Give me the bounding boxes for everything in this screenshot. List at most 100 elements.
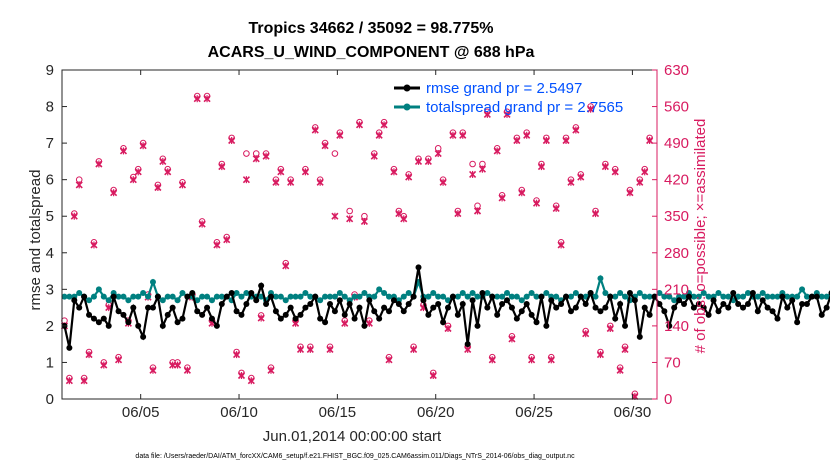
totalspread-point — [572, 289, 579, 296]
rmse-point — [705, 311, 712, 318]
rmse-point — [415, 264, 422, 271]
rmse-point — [277, 315, 284, 322]
rmse-point — [666, 322, 673, 329]
totalspread-point — [199, 293, 206, 300]
rmse-point — [228, 289, 235, 296]
totalspread-point — [326, 293, 333, 300]
rmse-point — [518, 308, 525, 315]
obs-assimilated-point — [311, 126, 319, 134]
obs-assimilated-point — [380, 121, 388, 129]
obs-assimilated-point — [159, 157, 167, 165]
totalspread-point — [464, 293, 471, 300]
totalspread-point — [715, 289, 722, 296]
totalspread-point — [66, 293, 73, 300]
rmse-point — [194, 308, 201, 315]
totalspread-point — [454, 293, 461, 300]
rmse-point — [71, 297, 78, 304]
y-left-tick-label: 3 — [46, 281, 54, 298]
totalspread-point — [641, 293, 648, 300]
totalspread-point — [474, 293, 481, 300]
rmse-point — [435, 300, 442, 307]
totalspread-point — [646, 293, 653, 300]
obs-assimilated-point — [410, 345, 418, 353]
rmse-point — [115, 308, 122, 315]
obs-assimilated-point — [183, 366, 191, 374]
rmse-point — [513, 315, 520, 322]
y-left-tick-label: 2 — [46, 318, 54, 335]
totalspread-point — [518, 297, 525, 304]
rmse-point — [154, 293, 161, 300]
totalspread-point — [794, 293, 801, 300]
obs-assimilated-point — [473, 207, 482, 215]
y-axis-right-label: # of obs: o=possible; ×=assimilated — [692, 119, 709, 354]
rmse-point — [617, 300, 624, 307]
rmse-point — [336, 297, 343, 304]
y-axis-left-ticks: 0 1 2 3 4 5 6 7 8 9 — [46, 62, 67, 408]
rmse-point — [764, 304, 771, 311]
rmse-point — [690, 304, 697, 311]
obs-assimilated-point — [321, 142, 329, 150]
totalspread-point — [602, 289, 609, 296]
totalspread-point — [440, 293, 447, 300]
totalspread-point — [666, 293, 673, 300]
rmse-point — [307, 300, 314, 307]
totalspread-point — [499, 293, 506, 300]
data-file-footnote: data file: /Users/raeder/DAI/ATM_forcXX/… — [135, 453, 575, 460]
rmse-point — [577, 293, 584, 300]
y-axis-right-ticks: 0 70 140 210 280 350 420 490 560 630 — [652, 62, 689, 408]
rmse-point — [582, 300, 589, 307]
totalspread-point — [430, 289, 437, 296]
rmse-point — [543, 322, 550, 329]
rmse-point — [179, 315, 186, 322]
rmse-point — [464, 341, 471, 348]
y-left-tick-label: 4 — [46, 245, 54, 262]
obs-assimilated-point — [341, 319, 349, 327]
rmse-point — [818, 311, 825, 318]
totalspread-point — [740, 293, 747, 300]
obs-assimilated-point — [154, 183, 162, 192]
obs-assimilated-point — [483, 110, 491, 118]
x-axis-label: Jun.01,2014 00:00:00 start — [263, 428, 442, 445]
totalspread-point — [233, 289, 240, 296]
rmse-point — [548, 297, 555, 304]
rmse-point — [263, 300, 270, 307]
obs-assimilated-point — [601, 163, 609, 171]
rmse-point — [287, 304, 294, 311]
obs-assimilated-point — [498, 194, 506, 202]
obs-assimilated-point — [306, 345, 314, 353]
rmse-point — [381, 304, 388, 311]
y-left-tick-label: 8 — [46, 99, 54, 116]
totalspread-point — [425, 293, 432, 300]
x-tick-label: 06/10 — [220, 404, 258, 421]
obs-assimilated-point — [429, 371, 437, 380]
totalspread-point — [705, 293, 712, 300]
obs-assimilated-point — [223, 236, 231, 244]
totalspread-point — [376, 286, 383, 293]
rmse-point — [445, 304, 452, 311]
rmse-point — [331, 308, 338, 315]
totalspread-point — [86, 297, 93, 304]
totalspread-point — [533, 293, 540, 300]
rmse-point — [361, 322, 368, 329]
rmse-point — [267, 293, 274, 300]
obs-assimilated-point — [90, 241, 98, 249]
rmse-point — [100, 315, 107, 322]
obs-assimilated-point — [100, 361, 108, 369]
obs-assimilated-point — [331, 212, 339, 220]
totalspread-point — [145, 293, 152, 300]
totalspread-point — [287, 293, 294, 300]
totalspread-point — [272, 293, 279, 300]
totalspread-point — [784, 293, 791, 300]
totalspread-point — [725, 293, 732, 300]
obs-assimilated-point — [178, 181, 187, 189]
x-tick-label: 06/05 — [122, 404, 160, 421]
rmse-point — [528, 311, 535, 318]
obs-assimilated-point — [503, 110, 511, 118]
obs-assimilated-point — [547, 356, 555, 364]
totalspread-point — [671, 297, 678, 304]
rmse-point — [430, 304, 437, 311]
rmse-point — [86, 311, 93, 318]
rmse-point — [469, 297, 476, 304]
totalspread-point — [169, 293, 176, 300]
